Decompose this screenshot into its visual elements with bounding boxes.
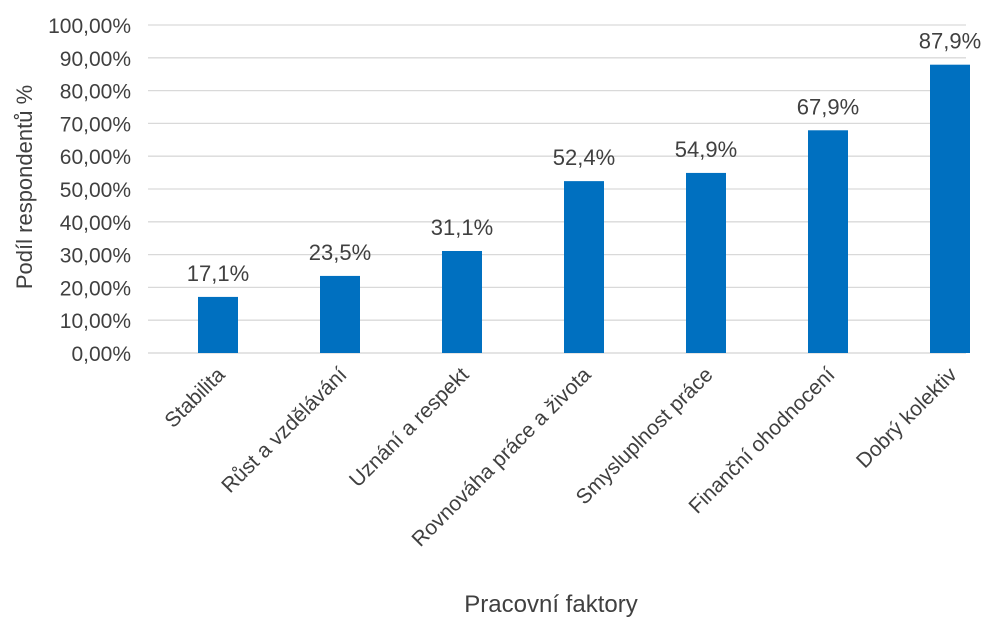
x-tick-label: Smysluplnost práce: [572, 363, 718, 509]
x-tick-label: Uznání a respekt: [345, 363, 474, 492]
x-tick-label: Růst a vzdělávání: [217, 363, 351, 497]
bar: [564, 181, 604, 353]
bars: [198, 64, 970, 354]
bar: [442, 250, 482, 353]
x-tick-label: Dobrý kolektiv: [852, 363, 962, 473]
y-tick-label: 70,00%: [60, 113, 131, 136]
y-axis-tick-labels: 0,00% 10,00% 20,00% 30,00% 40,00% 50,00% 60,00…: [48, 15, 131, 366]
data-label: 31,1%: [431, 215, 493, 240]
x-axis-title: Pracovní faktory: [464, 591, 637, 617]
gridlines: [148, 24, 966, 354]
y-tick-label: 100,00%: [48, 15, 131, 38]
y-tick-label: 40,00%: [60, 212, 131, 235]
bar: [320, 275, 360, 353]
y-tick-label: 10,00%: [60, 310, 131, 333]
bar: [686, 172, 726, 353]
data-labels: 17,1% 23,5% 31,1% 52,4% 54,9% 67,9% 87,9%: [187, 29, 981, 286]
data-label: 23,5%: [309, 240, 371, 265]
data-label: 54,9%: [675, 137, 737, 162]
data-label: 52,4%: [553, 145, 615, 170]
data-label: 17,1%: [187, 261, 249, 286]
y-tick-label: 90,00%: [60, 48, 131, 71]
data-label: 87,9%: [919, 29, 981, 54]
y-tick-label: 0,00%: [71, 343, 131, 366]
y-tick-label: 30,00%: [60, 245, 131, 268]
y-tick-label: 80,00%: [60, 81, 131, 104]
data-label: 67,9%: [797, 94, 859, 119]
bar: [198, 296, 238, 353]
y-tick-label: 60,00%: [60, 146, 131, 169]
y-axis-title: Podíl respondentů %: [12, 85, 37, 289]
x-tick-label: Stabilita: [160, 363, 229, 432]
bar: [930, 64, 970, 354]
bar: [808, 130, 848, 353]
y-tick-label: 50,00%: [60, 179, 131, 202]
y-tick-label: 20,00%: [60, 277, 131, 300]
